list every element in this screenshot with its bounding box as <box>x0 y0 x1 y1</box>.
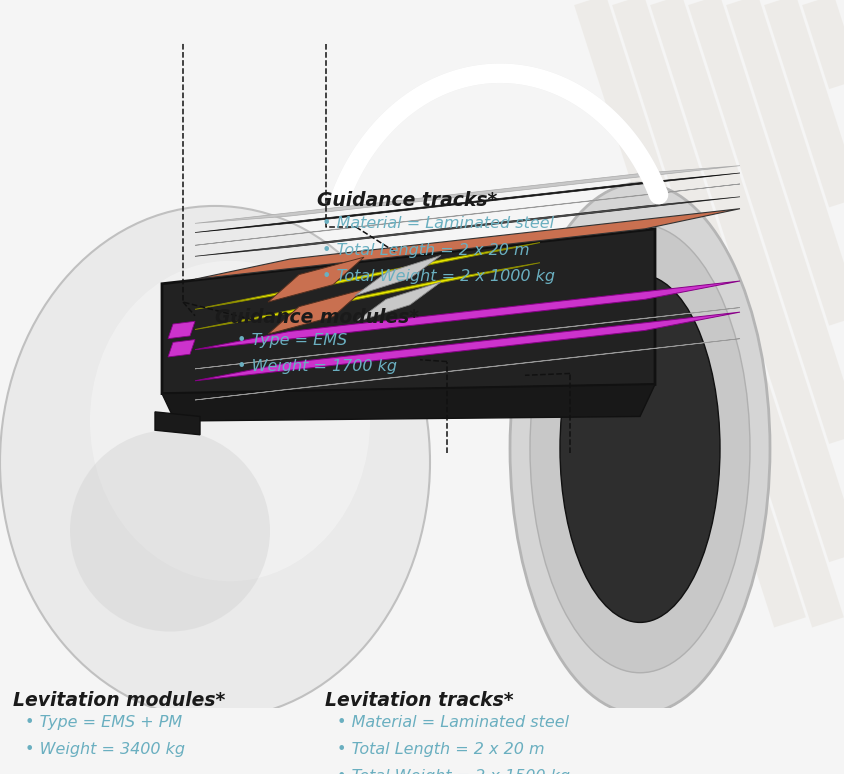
Text: • Type = EMS + PM: • Type = EMS + PM <box>24 715 181 731</box>
Polygon shape <box>195 166 739 224</box>
Text: • Weight = 1700 kg: • Weight = 1700 kg <box>237 359 397 375</box>
Text: Levitation modules*: Levitation modules* <box>13 690 225 710</box>
Polygon shape <box>195 209 739 279</box>
Polygon shape <box>195 312 739 381</box>
Polygon shape <box>195 262 539 330</box>
Polygon shape <box>195 184 739 245</box>
Text: Guidance tracks*: Guidance tracks* <box>316 191 496 211</box>
Polygon shape <box>195 242 539 310</box>
Ellipse shape <box>529 224 749 673</box>
Ellipse shape <box>510 183 769 714</box>
Ellipse shape <box>560 275 719 622</box>
Polygon shape <box>354 282 441 322</box>
Polygon shape <box>195 307 739 369</box>
Text: • Total Length = 2 x 20 m: • Total Length = 2 x 20 m <box>337 742 544 757</box>
Polygon shape <box>195 281 739 350</box>
Polygon shape <box>154 412 200 435</box>
Text: • Material = Laminated steel: • Material = Laminated steel <box>337 715 569 731</box>
Text: • Total Length = 2 x 20 m: • Total Length = 2 x 20 m <box>322 242 529 258</box>
Text: • Total Weight = 2 x 1500 kg: • Total Weight = 2 x 1500 kg <box>337 769 570 774</box>
Ellipse shape <box>70 430 270 632</box>
Polygon shape <box>195 173 739 232</box>
Polygon shape <box>168 321 195 339</box>
Text: • Material = Laminated steel: • Material = Laminated steel <box>322 216 554 231</box>
Ellipse shape <box>0 206 430 718</box>
Text: • Weight = 3400 kg: • Weight = 3400 kg <box>24 742 185 757</box>
Polygon shape <box>162 385 654 421</box>
Ellipse shape <box>90 261 370 581</box>
Text: Guidance modules*: Guidance modules* <box>215 308 419 327</box>
Polygon shape <box>354 255 441 296</box>
Polygon shape <box>195 197 739 256</box>
Polygon shape <box>268 257 364 302</box>
Text: • Type = EMS: • Type = EMS <box>237 333 347 348</box>
Polygon shape <box>162 229 654 394</box>
Polygon shape <box>195 339 739 400</box>
Polygon shape <box>268 289 364 334</box>
Polygon shape <box>168 340 195 357</box>
Text: Levitation tracks*: Levitation tracks* <box>325 690 513 710</box>
Text: • Total Weight = 2 x 1000 kg: • Total Weight = 2 x 1000 kg <box>322 269 555 284</box>
